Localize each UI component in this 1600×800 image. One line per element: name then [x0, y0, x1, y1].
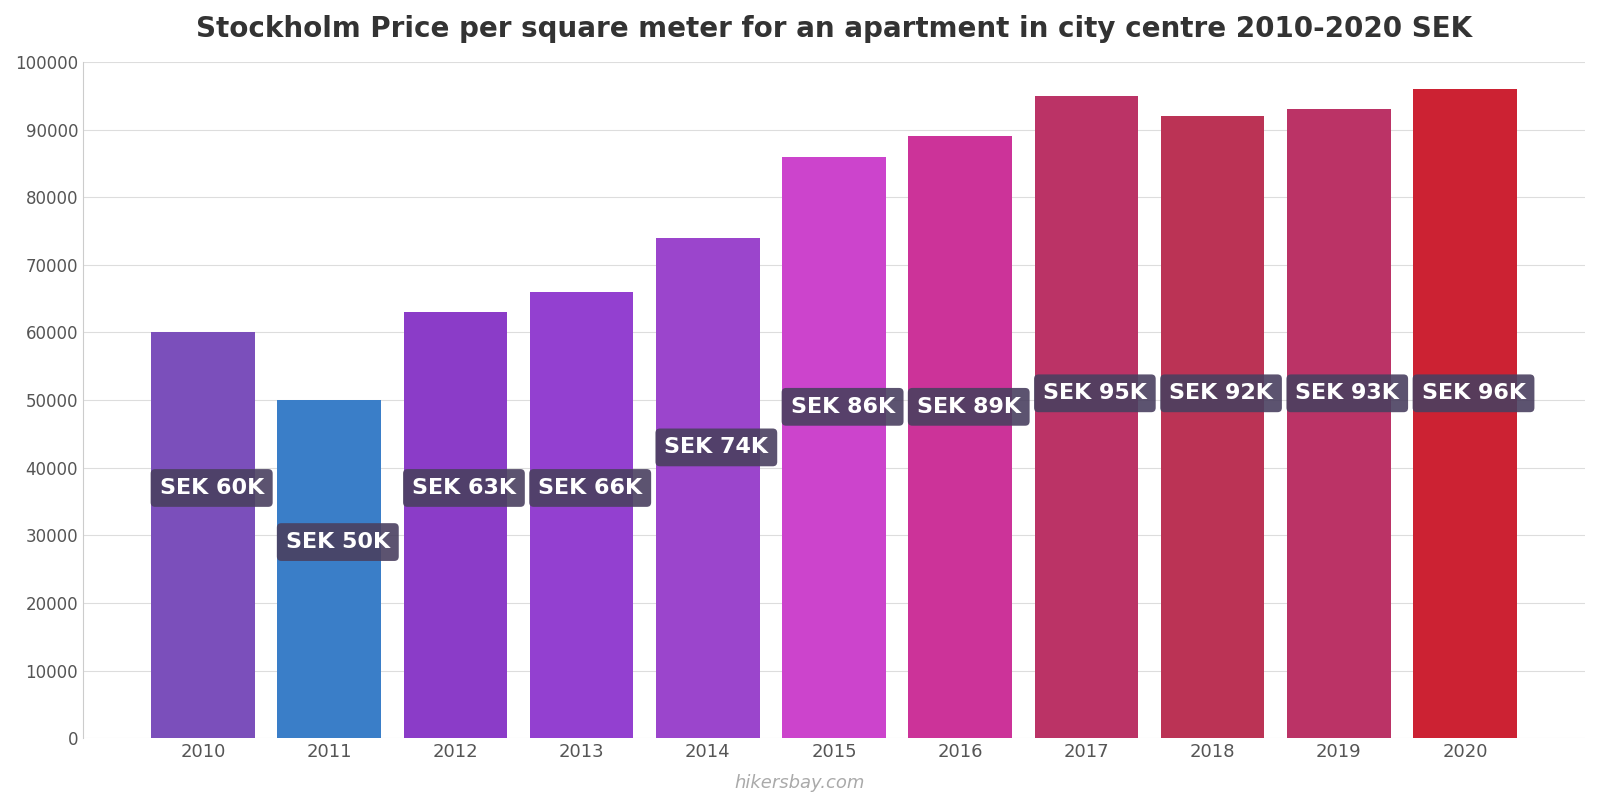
Bar: [403, 312, 507, 738]
Bar: [1286, 110, 1390, 738]
Title: Stockholm Price per square meter for an apartment in city centre 2010-2020 SEK: Stockholm Price per square meter for an …: [195, 15, 1472, 43]
Text: SEK 74K: SEK 74K: [664, 438, 768, 458]
Bar: [152, 333, 254, 738]
Text: SEK 89K: SEK 89K: [917, 397, 1021, 417]
Text: SEK 92K: SEK 92K: [1170, 383, 1274, 403]
Text: SEK 86K: SEK 86K: [790, 397, 894, 417]
Bar: [656, 238, 760, 738]
Bar: [1413, 89, 1517, 738]
Bar: [909, 136, 1011, 738]
Text: hikersbay.com: hikersbay.com: [734, 774, 866, 792]
Text: SEK 60K: SEK 60K: [160, 478, 264, 498]
Bar: [782, 157, 886, 738]
Text: SEK 95K: SEK 95K: [1043, 383, 1147, 403]
Bar: [1162, 116, 1264, 738]
Bar: [530, 292, 634, 738]
Text: SEK 50K: SEK 50K: [286, 532, 390, 552]
Bar: [277, 400, 381, 738]
Text: SEK 93K: SEK 93K: [1296, 383, 1398, 403]
Text: SEK 63K: SEK 63K: [411, 478, 515, 498]
Text: SEK 66K: SEK 66K: [538, 478, 642, 498]
Bar: [1035, 96, 1138, 738]
Text: SEK 96K: SEK 96K: [1421, 383, 1525, 403]
